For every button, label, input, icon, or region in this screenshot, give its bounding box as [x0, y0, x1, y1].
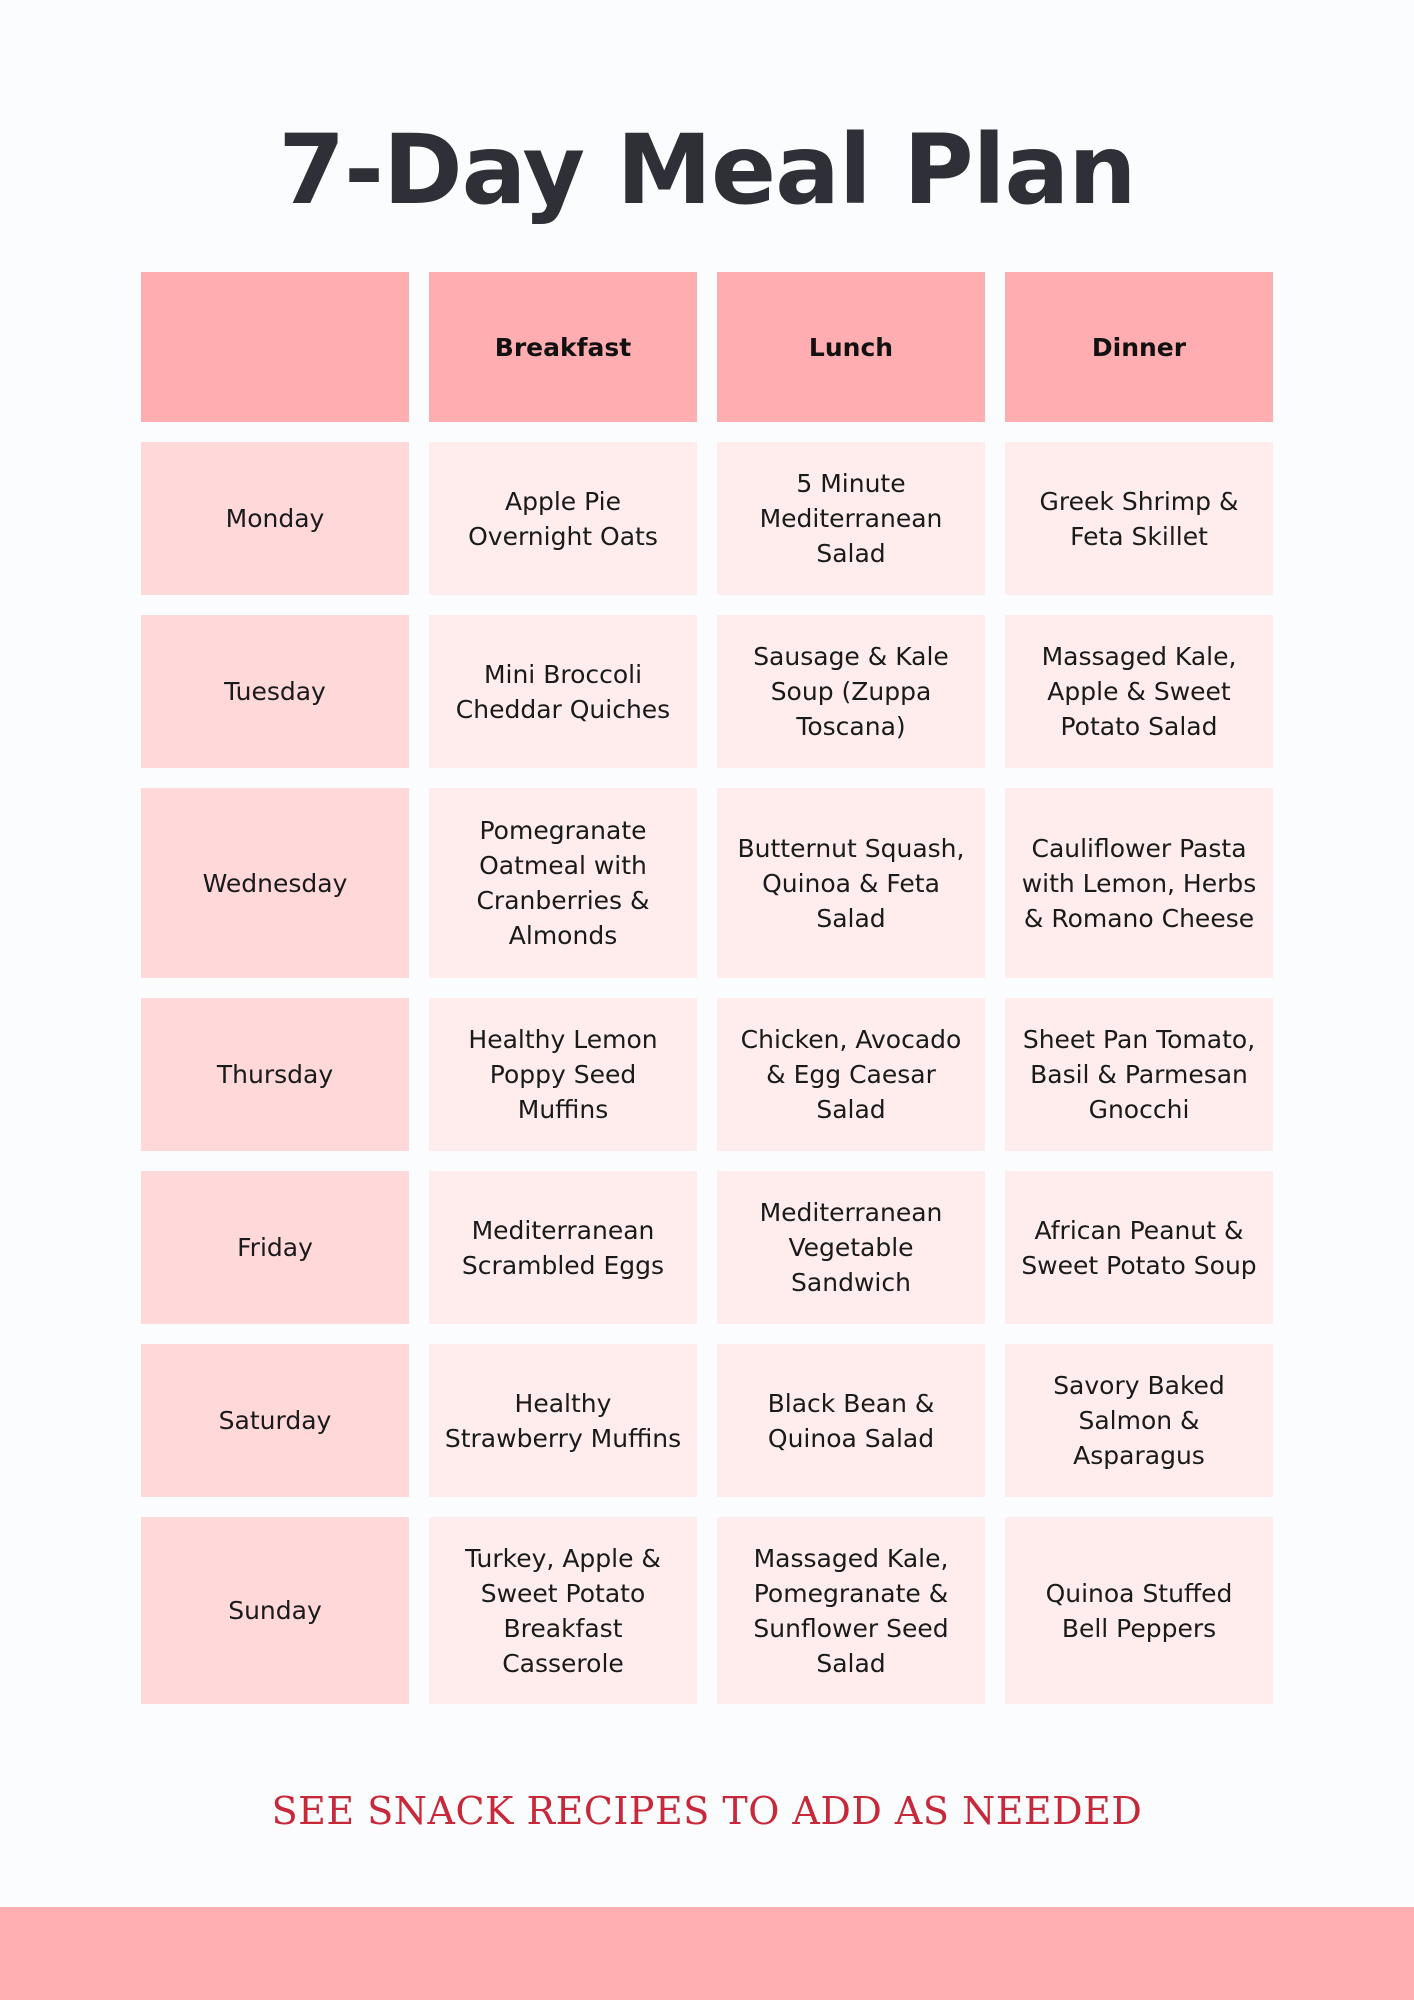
meal-cell-friday-dinner: African Peanut & Sweet Potato Soup — [1005, 1171, 1273, 1324]
page-title: 7-Day Meal Plan — [278, 114, 1136, 226]
header-cell-dinner: Dinner — [1005, 272, 1273, 422]
meal-cell-thursday-dinner: Sheet Pan Tomato, Basil & Parmesan Gnocc… — [1005, 998, 1273, 1151]
meal-cell-sunday-lunch: Massaged Kale, Pomegranate & Sunflower S… — [717, 1517, 985, 1704]
meal-cell-saturday-breakfast: Healthy Strawberry Muffins — [429, 1344, 697, 1497]
meal-cell-thursday-breakfast: Healthy Lemon Poppy Seed Muffins — [429, 998, 697, 1151]
meal-cell-wednesday-breakfast: Pomegranate Oatmeal with Cranberries & A… — [429, 788, 697, 978]
meal-cell-tuesday-lunch: Sausage & Kale Soup (Zuppa Toscana) — [717, 615, 985, 768]
meal-cell-tuesday-dinner: Massaged Kale, Apple & Sweet Potato Sala… — [1005, 615, 1273, 768]
meal-cell-saturday-dinner: Savory Baked Salmon & Asparagus — [1005, 1344, 1273, 1497]
snack-recipes-note: SEE SNACK RECIPES TO ADD AS NEEDED — [271, 1789, 1143, 1833]
meal-cell-wednesday-lunch: Butternut Squash, Quinoa & Feta Salad — [717, 788, 985, 978]
meal-plan-table: Breakfast Lunch Dinner Monday Apple Pie … — [141, 272, 1273, 1704]
meal-cell-monday-lunch: 5 Minute Mediterranean Salad — [717, 442, 985, 595]
meal-cell-friday-breakfast: Mediterranean Scrambled Eggs — [429, 1171, 697, 1324]
meal-cell-wednesday-dinner: Cauliflower Pasta with Lemon, Herbs & Ro… — [1005, 788, 1273, 978]
day-cell-tuesday: Tuesday — [141, 615, 409, 768]
day-cell-sunday: Sunday — [141, 1517, 409, 1704]
header-cell-lunch: Lunch — [717, 272, 985, 422]
day-cell-wednesday: Wednesday — [141, 788, 409, 978]
meal-cell-friday-lunch: Mediterranean Vegetable Sandwich — [717, 1171, 985, 1324]
meal-cell-monday-dinner: Greek Shrimp & Feta Skillet — [1005, 442, 1273, 595]
day-cell-friday: Friday — [141, 1171, 409, 1324]
meal-cell-sunday-dinner: Quinoa Stuffed Bell Peppers — [1005, 1517, 1273, 1704]
day-cell-saturday: Saturday — [141, 1344, 409, 1497]
meal-cell-monday-breakfast: Apple Pie Overnight Oats — [429, 442, 697, 595]
meal-cell-tuesday-breakfast: Mini Broccoli Cheddar Quiches — [429, 615, 697, 768]
header-cell-corner — [141, 272, 409, 422]
day-cell-thursday: Thursday — [141, 998, 409, 1151]
footer-band — [0, 1907, 1414, 2000]
header-cell-breakfast: Breakfast — [429, 272, 697, 422]
meal-cell-thursday-lunch: Chicken, Avocado & Egg Caesar Salad — [717, 998, 985, 1151]
meal-cell-sunday-breakfast: Turkey, Apple & Sweet Potato Breakfast C… — [429, 1517, 697, 1704]
day-cell-monday: Monday — [141, 442, 409, 595]
meal-cell-saturday-lunch: Black Bean & Quinoa Salad — [717, 1344, 985, 1497]
